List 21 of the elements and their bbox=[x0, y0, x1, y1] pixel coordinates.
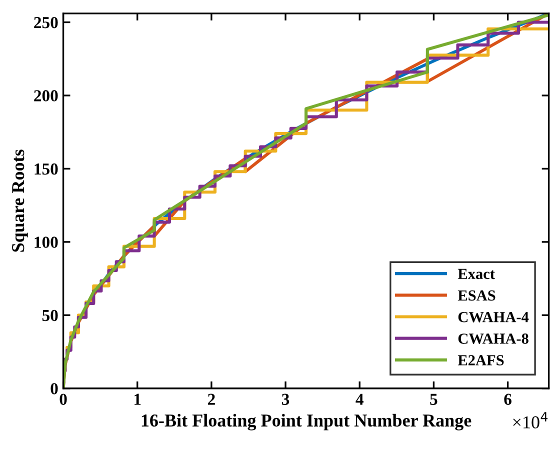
x-tick-label: 4 bbox=[356, 394, 364, 405]
legend-label: Exact bbox=[458, 268, 495, 280]
y-tick-label: 100 bbox=[34, 236, 58, 248]
x-tick-label: 1 bbox=[134, 394, 141, 405]
x-tick-label: 2 bbox=[208, 394, 215, 405]
legend-label: CWAHA-8 bbox=[458, 334, 528, 344]
y-tick-label: 50 bbox=[42, 310, 58, 322]
y-tick-label: 0 bbox=[50, 383, 58, 394]
y-tick-label: 250 bbox=[34, 16, 58, 28]
x-axis-title: 16-Bit Floating Point Input Number Range bbox=[142, 414, 472, 430]
y-axis-title: Square Roots bbox=[12, 150, 28, 252]
y-tick-label: 150 bbox=[34, 163, 58, 175]
y-tick-label: 200 bbox=[34, 90, 58, 102]
x-tick-label: 0 bbox=[60, 394, 67, 405]
legend-label: E2AFS bbox=[458, 355, 504, 366]
text: ×10$^{4}$ bbox=[513, 412, 548, 428]
legend-label: ESAS bbox=[458, 290, 496, 301]
x-tick-label: 6 bbox=[504, 394, 512, 405]
legend-label: CWAHA-4 bbox=[458, 312, 529, 322]
x-tick-label: 3 bbox=[282, 394, 290, 405]
x-tick-label: 5 bbox=[430, 394, 438, 405]
